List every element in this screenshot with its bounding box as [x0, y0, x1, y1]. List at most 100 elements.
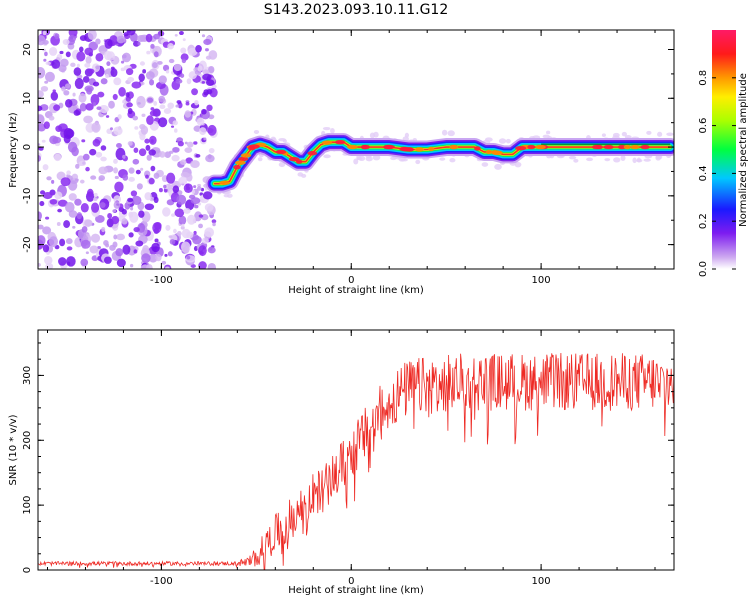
- ridge-halo-speckle: [226, 193, 233, 198]
- noise-speckle: [85, 166, 90, 172]
- noise-speckle: [82, 153, 90, 161]
- noise-speckle: [79, 35, 87, 41]
- ridge-hotspot: [485, 149, 493, 155]
- noise-speckle: [155, 254, 162, 262]
- noise-speckle: [167, 102, 175, 109]
- noise-speckle: [186, 214, 196, 225]
- ridge-halo-speckle: [545, 130, 551, 135]
- ridge-halo-speckle: [620, 155, 626, 161]
- spectrogram-plot: [38, 30, 674, 269]
- spectrogram-frame: [37, 29, 675, 270]
- noise-speckle: [92, 102, 97, 107]
- noise-speckle: [135, 240, 144, 247]
- noise-speckle: [105, 73, 110, 79]
- noise-speckle: [197, 183, 202, 187]
- noise-speckle: [158, 95, 166, 103]
- noise-speckle: [186, 141, 194, 148]
- ridge-halo-speckle: [441, 129, 448, 136]
- ridge-halo-speckle: [568, 155, 577, 160]
- noise-speckle: [113, 234, 118, 240]
- noise-speckle: [106, 61, 111, 67]
- noise-speckle: [149, 110, 158, 117]
- ridge-halo-speckle: [613, 157, 621, 163]
- ridge-halo-speckle: [278, 138, 287, 142]
- ridge-halo-speckle: [301, 173, 307, 178]
- ridge-hotspot: [321, 140, 333, 145]
- noise-speckle: [81, 139, 86, 143]
- noise-speckle: [48, 236, 59, 248]
- noise-speckle: [109, 127, 113, 131]
- noise-speckle: [173, 228, 177, 234]
- ridge-hotspot: [640, 144, 650, 150]
- chart-title: S143.2023.093.10.11.G12: [264, 2, 449, 18]
- noise-speckle: [201, 34, 206, 38]
- noise-speckle: [48, 46, 58, 56]
- ridge-hotspot: [233, 164, 241, 170]
- noise-speckle: [128, 167, 135, 174]
- snr-xlabel: Height of straight line (km): [288, 585, 424, 596]
- noise-speckle: [198, 223, 203, 229]
- noise-speckle: [137, 41, 141, 46]
- noise-speckle: [108, 100, 115, 109]
- noise-speckle: [130, 206, 134, 211]
- noise-speckle: [53, 104, 61, 111]
- noise-speckle: [178, 176, 188, 185]
- ridge-halo-speckle: [601, 133, 606, 137]
- noise-speckle: [78, 46, 84, 53]
- noise-speckle: [175, 78, 183, 84]
- noise-speckle: [198, 245, 207, 257]
- noise-speckle: [187, 47, 198, 57]
- noise-speckle: [65, 238, 73, 245]
- noise-speckle: [145, 71, 155, 80]
- noise-speckle: [38, 35, 46, 46]
- noise-speckle: [150, 43, 155, 49]
- noise-speckle: [52, 136, 62, 144]
- noise-speckle: [127, 197, 134, 203]
- noise-speckle: [168, 235, 173, 239]
- noise-speckle: [175, 104, 179, 108]
- noise-speckle: [114, 181, 124, 193]
- noise-speckle: [84, 219, 93, 227]
- noise-speckle: [128, 232, 134, 238]
- noise-speckle: [46, 176, 52, 181]
- noise-speckle: [39, 201, 45, 207]
- noise-speckle: [158, 117, 168, 128]
- noise-speckle: [79, 103, 87, 112]
- noise-speckle: [203, 38, 212, 46]
- noise-speckle: [80, 258, 89, 267]
- noise-speckle: [90, 233, 101, 243]
- noise-speckle: [125, 96, 131, 102]
- ridge-halo-speckle: [353, 158, 359, 165]
- ridge-halo-speckle: [586, 157, 594, 162]
- noise-speckle: [63, 127, 74, 139]
- noise-speckle: [141, 113, 146, 117]
- x-tick-label: 100: [532, 275, 551, 286]
- x-tick-label: 0: [348, 275, 354, 286]
- ridge-halo-speckle: [449, 157, 456, 163]
- noise-speckle: [145, 144, 151, 151]
- noise-speckle: [113, 126, 123, 136]
- noise-speckle: [172, 146, 180, 153]
- ridge-halo-speckle: [573, 158, 579, 163]
- noise-speckle: [168, 58, 175, 64]
- y-tick-label: 10: [22, 92, 33, 105]
- noise-speckle: [134, 126, 139, 130]
- noise-speckle: [45, 61, 51, 66]
- noise-speckle: [87, 68, 95, 75]
- noise-speckle: [176, 230, 182, 237]
- noise-speckle: [133, 147, 139, 153]
- noise-speckle: [42, 30, 47, 36]
- ridge-halo-speckle: [657, 131, 663, 137]
- noise-speckle: [192, 235, 202, 245]
- noise-speckle: [127, 141, 133, 146]
- noise-speckle: [165, 69, 170, 74]
- y-tick-label: 100: [22, 496, 33, 515]
- noise-speckle: [211, 84, 217, 89]
- noise-speckle: [66, 256, 76, 267]
- noise-speckle: [41, 139, 46, 143]
- ridge-hotspot: [400, 147, 413, 152]
- noise-speckle: [149, 135, 157, 145]
- noise-speckle: [114, 175, 119, 180]
- noise-speckle: [73, 109, 81, 116]
- noise-speckle: [159, 151, 166, 158]
